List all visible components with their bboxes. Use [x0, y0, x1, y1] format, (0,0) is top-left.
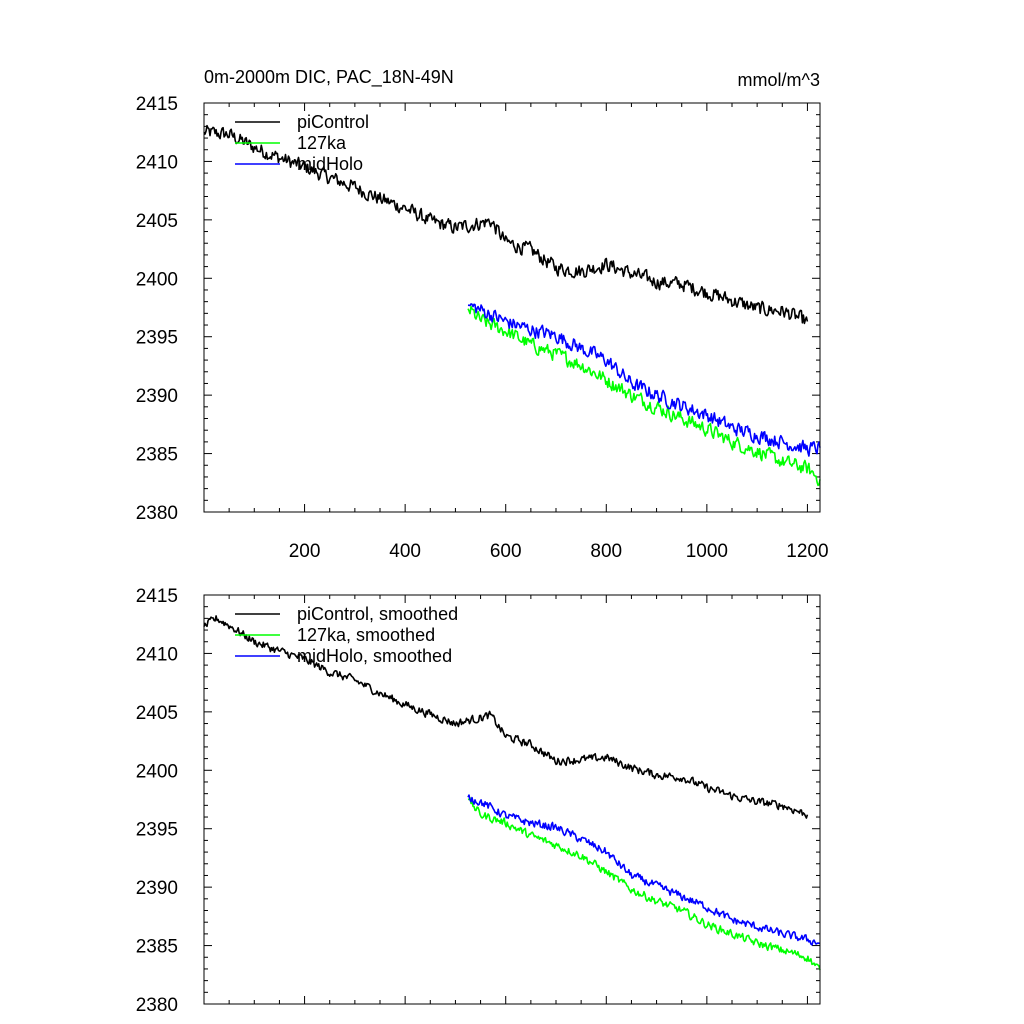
- y-tick-label: 2400: [136, 761, 178, 782]
- x-tick-label: 400: [389, 541, 421, 562]
- panel-raw: 0m-2000m DIC, PAC_18N-49N mmol/m^3 23802…: [136, 67, 829, 562]
- legend-label: 127ka: [297, 133, 347, 153]
- plot-frame: [203, 594, 821, 1005]
- chart-title: 0m-2000m DIC, PAC_18N-49N: [204, 67, 454, 88]
- tick-marks: [204, 102, 820, 513]
- x-tick-label: 1200: [786, 541, 828, 562]
- y-tick-label: 2405: [136, 211, 178, 232]
- y-tick-label: 2390: [136, 878, 178, 899]
- x-tick-label: 200: [289, 541, 321, 562]
- y-tick-label: 2380: [136, 503, 178, 524]
- y-tick-label: 2385: [136, 937, 178, 958]
- series-line-midholo: [467, 303, 821, 457]
- plot-lines: [203, 124, 821, 487]
- units-label: mmol/m^3: [738, 70, 820, 90]
- y-tick-label: 2395: [136, 328, 178, 349]
- x-tick-label: 800: [590, 541, 622, 562]
- y-tick-labels: 2380 2385 2390 2395 2400 2405 2410 2415: [136, 586, 178, 1016]
- y-tick-labels: 2380 2385 2390 2395 2400 2405 2410 2415: [136, 94, 178, 524]
- x-tick-label: 600: [490, 541, 522, 562]
- y-tick-label: 2400: [136, 269, 178, 290]
- plot-lines: [203, 615, 821, 971]
- y-tick-label: 2395: [136, 820, 178, 841]
- panel-smoothed: 2380 2385 2390 2395 2400 2405 2410 2415 piContr…: [136, 586, 821, 1016]
- x-tick-labels: 200 400 600 800 1000 1200: [289, 541, 829, 562]
- y-tick-label: 2410: [136, 644, 178, 665]
- y-tick-label: 2405: [136, 703, 178, 724]
- legend-label: midHolo: [297, 154, 363, 174]
- series-line-127ka: [467, 797, 821, 971]
- legend-label: piControl: [297, 112, 369, 132]
- series-line-picontrol: [203, 615, 809, 819]
- x-tick-label: 1000: [686, 541, 728, 562]
- y-tick-label: 2410: [136, 152, 178, 173]
- plot-frame: [203, 102, 821, 513]
- series-line-picontrol: [203, 124, 809, 325]
- y-tick-label: 2385: [136, 445, 178, 466]
- legend-label: midHolo, smoothed: [297, 646, 452, 666]
- y-tick-label: 2380: [136, 995, 178, 1016]
- y-tick-label: 2415: [136, 94, 178, 115]
- legend-label: 127ka, smoothed: [297, 625, 435, 645]
- series-line-127ka: [467, 305, 821, 487]
- y-tick-label: 2390: [136, 386, 178, 407]
- series-line-midholo: [467, 794, 821, 946]
- y-tick-label: 2415: [136, 586, 178, 607]
- legend-label: piControl, smoothed: [297, 604, 458, 624]
